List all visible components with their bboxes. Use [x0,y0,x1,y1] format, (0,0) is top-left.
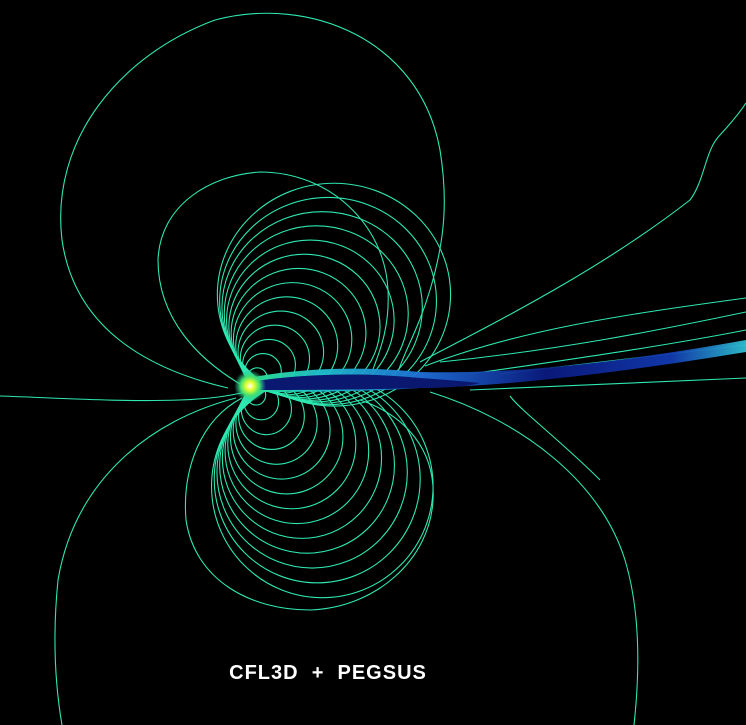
upper-right-contour-1 [419,102,746,363]
upper-contour-loop [223,225,409,403]
upper-contour-loop [219,196,437,406]
lower-mid-contour [184,397,434,611]
leading-edge-hotspot [234,370,266,402]
lower-outer-contour [54,397,237,725]
upper-right-contour-2 [424,297,746,367]
upper-outer-contour [60,12,445,389]
upper-contour-loop [232,282,353,397]
lower-right-contour-2 [509,395,601,481]
figure-caption: CFL3D + PEGSUS [229,662,427,684]
upper-right-contour-3 [439,311,746,363]
upper-mid-contour [157,171,389,385]
lower-right-contour-1 [469,377,746,391]
freestream-contour [0,391,247,402]
outer-contours [0,12,746,725]
upper-contour-loop [228,253,381,400]
lower-outer-contour-right [429,391,639,725]
lower-contour-loops [210,374,434,599]
upper-right-contour-4 [469,329,746,375]
upper-contour-loops [216,182,452,407]
airfoil-core [250,374,480,390]
